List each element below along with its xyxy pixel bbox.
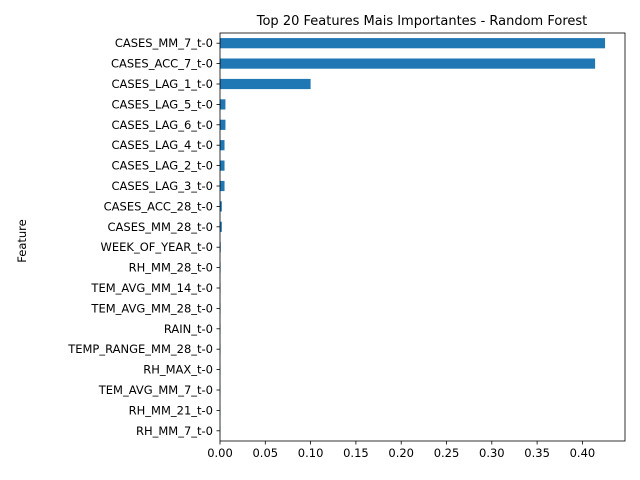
x-tick-label-7: 0.35 [524,446,550,460]
x-tick-label-4: 0.20 [388,446,414,460]
bar-0 [220,38,606,49]
bar-5 [220,140,225,151]
y-tick-label-16: RH_MAX_t-0 [143,363,213,377]
y-tick-label-13: TEM_AVG_MM_28_t-0 [90,301,213,315]
x-tick-label-5: 0.25 [434,446,460,460]
y-tick-label-18: RH_MM_21_t-0 [129,403,213,417]
bar-2 [220,78,311,90]
x-tick-label-0: 0.00 [207,446,233,460]
y-tick-label-7: CASES_LAG_3_t-0 [111,179,213,193]
y-tick-label-4: CASES_LAG_6_t-0 [111,118,213,132]
y-tick-label-6: CASES_LAG_2_t-0 [111,159,213,173]
y-tick-label-1: CASES_ACC_7_t-0 [111,57,213,71]
bar-7 [220,180,225,192]
y-tick-label-3: CASES_LAG_5_t-0 [111,97,213,111]
x-tick-label-8: 0.40 [570,446,596,460]
bar-4 [220,119,226,130]
x-tick-label-1: 0.05 [252,446,278,460]
bars-group [220,38,606,436]
bar-8 [220,201,222,212]
bar-6 [220,160,225,171]
y-tick-label-15: TEMP_RANGE_MM_28_t-0 [67,342,213,356]
y-tick-label-8: CASES_ACC_28_t-0 [104,199,213,213]
chart-title: Top 20 Features Mais Importantes - Rando… [256,14,588,29]
y-tick-label-19: RH_MM_7_t-0 [136,424,213,438]
bar-3 [220,99,226,110]
x-tick-label-6: 0.30 [479,446,505,460]
y-tick-label-17: TEM_AVG_MM_7_t-0 [98,383,213,397]
y-tick-label-2: CASES_LAG_1_t-0 [111,77,213,91]
bar-9 [220,221,222,232]
y-tick-label-5: CASES_LAG_4_t-0 [111,138,213,152]
bar-1 [220,58,596,69]
x-tick-label-2: 0.10 [298,446,324,460]
y-tick-label-14: RAIN_t-0 [164,322,213,336]
y-tick-label-12: TEM_AVG_MM_14_t-0 [90,281,213,295]
x-tick-label-3: 0.15 [343,446,369,460]
y-axis-label: Feature [15,219,29,262]
x-ticks-group: 0.00 0.05 0.10 0.15 0.20 0.25 0.30 0.35 0.40 [207,441,595,460]
y-tick-label-10: WEEK_OF_YEAR_t-0 [101,240,213,254]
y-tick-label-0: CASES_MM_7_t-0 [115,36,213,50]
plot-frame [219,32,626,442]
y-tick-label-11: RH_MM_28_t-0 [129,261,213,275]
y-ticks-group: CASES_MM_7_t-0 CASES_ACC_7_t-0 CASES_LAG_1… [67,36,220,438]
y-tick-label-9: CASES_MM_28_t-0 [108,220,213,234]
